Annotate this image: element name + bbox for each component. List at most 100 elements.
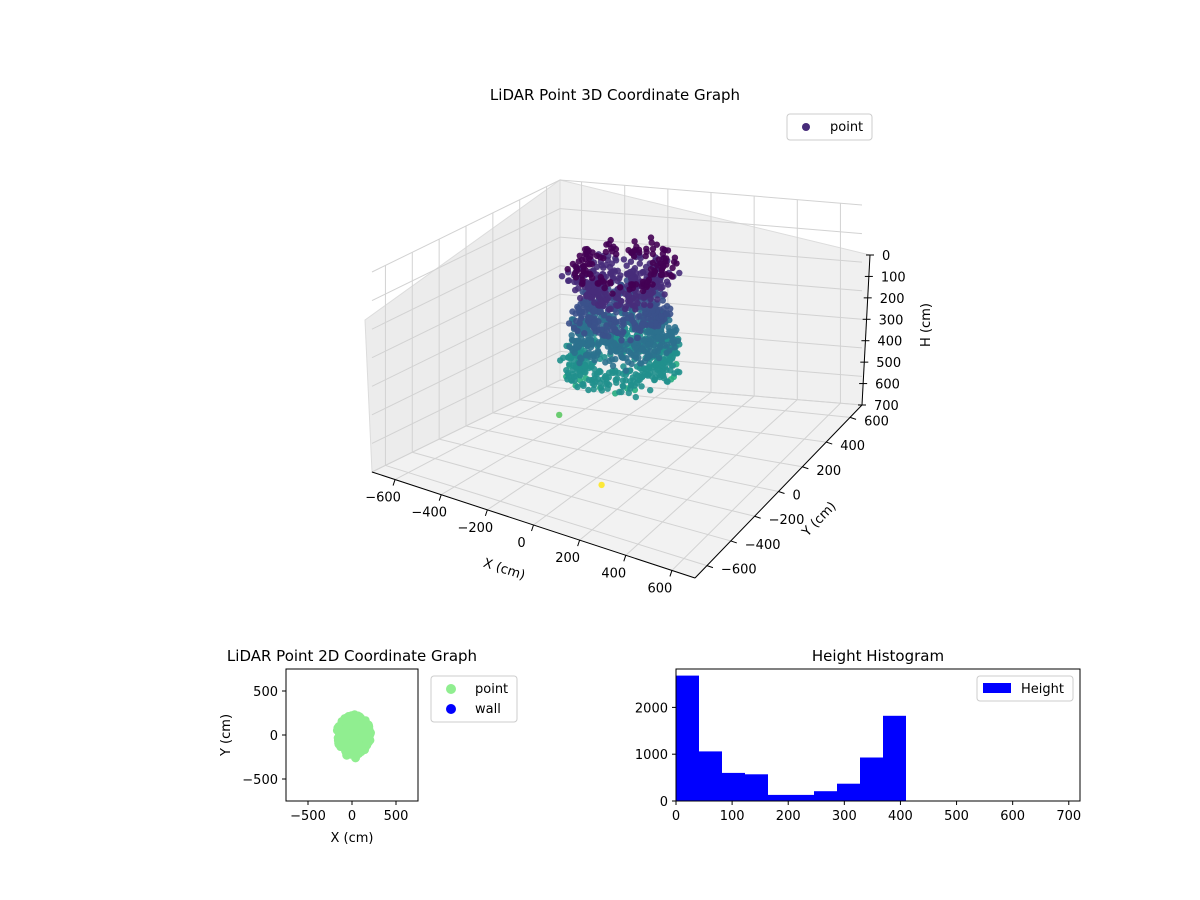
point-3d — [586, 261, 593, 268]
x-tick-label-histogram: 700 — [1056, 809, 1081, 824]
x-tick-3d — [623, 555, 627, 562]
legend-histogram-swatch — [983, 683, 1011, 693]
point-3d — [565, 320, 573, 327]
point-3d — [638, 321, 646, 328]
point-3d — [662, 257, 669, 265]
point-3d — [632, 351, 639, 358]
grid-line-h-left — [371, 322, 561, 416]
point-3d — [638, 383, 645, 390]
point-2d — [342, 732, 351, 741]
point-3d — [603, 241, 610, 248]
point-3d — [655, 334, 662, 341]
legend-3d-marker — [802, 123, 810, 131]
point-3d — [661, 291, 668, 298]
point-2d — [343, 738, 351, 747]
point-3d — [631, 265, 639, 272]
z-axis-line — [861, 254, 871, 406]
point-3d — [602, 248, 610, 256]
point-3d — [669, 335, 676, 342]
point-3d — [595, 369, 602, 376]
point-3d — [575, 305, 582, 313]
point-3d — [623, 303, 630, 310]
point-3d — [576, 252, 583, 259]
x-tick-3d — [438, 494, 442, 501]
x-tick-label-histogram: 500 — [944, 809, 969, 824]
grid-line-h-left — [371, 208, 561, 302]
point-3d — [600, 278, 607, 285]
point-3d — [584, 248, 591, 256]
x-tick-label-histogram: 600 — [1000, 809, 1025, 824]
x-tick-label-3d: 400 — [601, 566, 626, 581]
legend-2d-wall-marker — [446, 704, 456, 714]
point-3d — [658, 313, 665, 320]
y-axis-label-2d: Y (cm) — [219, 714, 234, 757]
point-3d — [587, 344, 595, 351]
point-3d — [556, 411, 563, 419]
y-tick-3d — [754, 515, 761, 519]
y-tick-3d — [706, 565, 714, 569]
z-tick-label-3d: 200 — [880, 292, 905, 307]
point-3d — [669, 362, 677, 369]
point-3d — [649, 259, 656, 266]
point-3d — [647, 321, 654, 328]
x-tick-3d — [531, 524, 534, 532]
point-3d — [598, 481, 605, 489]
y-tick-label-3d: 200 — [816, 464, 841, 479]
point-3d — [618, 388, 625, 396]
legend-3d: point — [786, 113, 873, 141]
point-3d — [647, 295, 654, 303]
point-3d — [568, 332, 575, 339]
point-3d — [610, 316, 618, 323]
point-3d — [591, 381, 598, 388]
point-3d — [583, 292, 590, 300]
point-3d — [612, 257, 620, 264]
point-3d — [664, 378, 671, 385]
point-3d — [649, 307, 656, 314]
points-3d — [556, 234, 683, 489]
plot-3d-title: LiDAR Point 3D Coordinate Graph — [490, 86, 740, 104]
point-3d — [652, 347, 659, 355]
point-3d — [636, 360, 644, 367]
z-tick-label-3d: 0 — [882, 249, 890, 264]
grid-line-h-back — [559, 208, 863, 235]
legend-histogram: Height — [976, 675, 1074, 702]
point-3d — [605, 315, 612, 322]
point-3d — [641, 301, 648, 308]
y-tick-label-histogram: 2000 — [635, 701, 668, 716]
point-3d — [590, 323, 597, 331]
grid-line-h-left — [371, 350, 561, 444]
point-3d — [604, 280, 612, 287]
histogram-bar — [676, 675, 699, 801]
grid-line-y — [439, 438, 755, 517]
histogram-bar — [791, 794, 814, 801]
point-3d — [591, 307, 598, 315]
legend-2d-point-marker — [446, 684, 456, 694]
histogram-bar — [814, 791, 837, 801]
point-3d — [625, 291, 633, 299]
point-3d — [593, 263, 601, 270]
point-3d — [629, 248, 637, 255]
grid-line-y — [546, 386, 851, 418]
point-3d — [590, 365, 598, 373]
point-3d — [655, 354, 663, 362]
point-3d — [623, 262, 630, 269]
point-3d — [574, 383, 581, 391]
point-3d — [642, 252, 649, 260]
point-3d — [634, 324, 641, 331]
point-2d — [350, 741, 359, 750]
point-3d — [626, 286, 633, 293]
point-3d — [627, 337, 634, 344]
point-3d — [570, 373, 578, 380]
plot-3d: LiDAR Point 3D Coordinate Graph −600 −400… — [364, 86, 934, 596]
grid-line-h-left — [371, 265, 561, 359]
legend-3d-frame — [786, 113, 873, 141]
point-3d — [616, 284, 624, 291]
point-3d — [614, 302, 621, 309]
point-3d — [607, 305, 614, 312]
point-3d — [639, 278, 647, 286]
point-3d — [654, 296, 661, 303]
point-3d — [663, 278, 671, 285]
point-3d — [622, 367, 630, 374]
point-3d — [609, 356, 616, 363]
point-3d — [647, 234, 655, 241]
